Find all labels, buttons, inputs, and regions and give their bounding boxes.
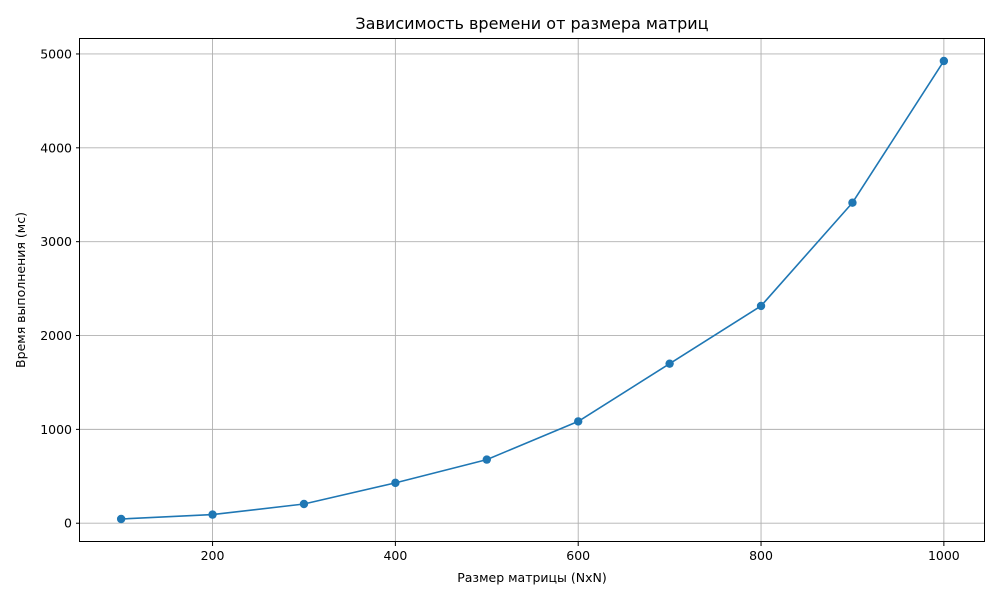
- data-point: [939, 56, 949, 66]
- series-layer: [116, 56, 949, 524]
- y-axis-ticks: 0 1000 2000 3000 4000 5000: [40, 46, 80, 531]
- x-axis-label: Размер матрицы (NxN): [457, 570, 607, 585]
- x-tick-label: 800: [749, 548, 773, 563]
- data-point: [574, 417, 583, 426]
- y-tick-label: 0: [64, 516, 72, 531]
- x-tick-label: 600: [566, 548, 590, 563]
- y-tick-label: 5000: [40, 46, 72, 61]
- data-point: [299, 499, 309, 509]
- data-point: [756, 301, 766, 311]
- grid: [80, 38, 985, 542]
- plot-frame: [79, 38, 985, 542]
- series-line: [121, 60, 945, 520]
- x-axis-ticks: 200 400 600 800 1000: [201, 542, 960, 563]
- x-tick-label: 400: [383, 548, 407, 563]
- x-tick-label: 200: [201, 548, 225, 563]
- data-point: [482, 455, 491, 464]
- y-axis-label: Время выполнения (мс): [13, 212, 28, 368]
- x-tick-label: 1000: [928, 548, 960, 563]
- data-point: [665, 359, 674, 368]
- data-point: [208, 510, 217, 519]
- data-point: [391, 478, 400, 488]
- data-point: [848, 198, 857, 207]
- data-point: [116, 514, 126, 524]
- y-tick-label: 1000: [40, 422, 72, 437]
- y-tick-label: 4000: [40, 140, 72, 155]
- y-tick-label: 2000: [40, 328, 72, 343]
- chart-title: Зависимость времени от размера матриц: [355, 14, 708, 33]
- y-tick-label: 3000: [40, 234, 72, 249]
